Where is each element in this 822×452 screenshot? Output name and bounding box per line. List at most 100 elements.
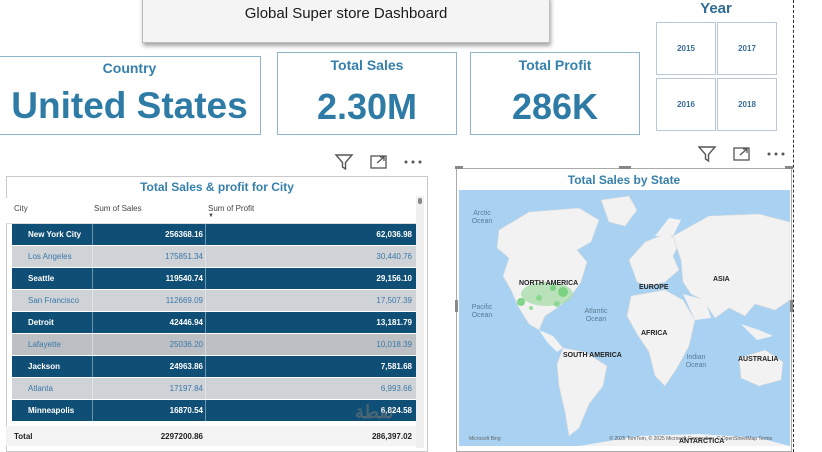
column-divider [205,378,206,399]
column-header-sum-of-profit[interactable]: Sum of Profit [208,204,255,213]
city-cell: Jackson [28,362,61,371]
sales-cell: 119540.74 [165,274,203,283]
sales-cell: 17197.84 [169,384,203,393]
city-table-title: Total Sales & profit for City [140,180,294,194]
label-arctic-ocean: Arctic Ocean [471,210,493,225]
city-cell: Seattle [28,274,55,283]
column-divider [92,334,93,355]
page-boundary-line [793,0,794,452]
sort-desc-icon: ▼ [208,213,214,219]
year-slicer-title: Year [700,0,732,17]
total-sales-cell: 2297200.86 [160,432,203,441]
label-europe: EUROPE [639,284,669,291]
table-row[interactable]: New York City 256368.16 62,036.98 [12,224,416,245]
label-australia: AUSTRALIA [738,356,779,363]
column-header-sum-of-sales[interactable]: Sum of Sales [94,204,142,213]
sales-cell: 256368.16 [165,230,203,239]
filter-icon[interactable] [334,153,354,171]
year-tile-2018[interactable]: 2018 [717,78,777,131]
city-cell: Atlanta [28,384,53,393]
world-map-shapes [496,195,790,446]
table-scroll-thumb[interactable] [418,198,422,204]
total-sales-label: Total Sales [330,57,404,73]
label-south-america: SOUTH AMERICA [563,352,622,359]
column-divider [205,356,206,377]
more-options-icon[interactable] [766,145,786,163]
label-atlantic-ocean: Atlantic Ocean [584,308,608,323]
table-row[interactable]: Seattle 119540.74 29,156.10 [12,268,416,289]
profit-cell: 30,440.76 [376,252,412,261]
column-divider [92,356,93,377]
column-divider [92,312,93,333]
world-map[interactable]: NORTH AMERICA EUROPE ASIA AFRICA SOUTH A… [459,190,790,446]
total-sales-value: 2.30M [316,86,418,127]
city-cell: San Francisco [28,296,80,305]
city-table-header: City Sum of Sales Sum of Profit ▼ [6,198,416,224]
total-profit-card[interactable]: Total Profit 286K [470,52,640,135]
profit-cell: 7,581.68 [380,362,412,371]
column-divider [205,290,206,311]
column-divider [205,268,206,289]
label-africa: AFRICA [641,330,668,337]
table-total-row: Total 2297200.86 286,397.02 [6,426,416,446]
label-pacific-ocean: Pacific Ocean [471,304,493,319]
sales-cell: 42446.94 [169,318,203,327]
total-label: Total [14,432,33,441]
column-header-city[interactable]: City [14,204,28,213]
focus-mode-icon[interactable] [369,153,389,171]
table-row[interactable]: Minneapolis 16870.54 6,824.58 [12,400,416,421]
profit-cell: 6,824.58 [380,406,412,415]
city-cell: Lafayette [28,340,61,349]
year-tile-2017[interactable]: 2017 [717,22,777,75]
table-row[interactable]: Jackson 24963.86 7,581.68 [12,356,416,377]
table-row[interactable]: Los Angeles 175851.34 30,440.76 [12,246,416,267]
resize-handle[interactable] [619,166,631,169]
sales-cell: 112669.09 [165,296,203,305]
column-divider [92,290,93,311]
column-divider [205,334,206,355]
column-divider [205,400,206,421]
profit-cell: 29,156.10 [376,274,412,283]
filter-icon[interactable] [697,145,717,163]
column-divider [92,378,93,399]
focus-mode-icon[interactable] [732,145,752,163]
column-divider [92,246,93,267]
year-tile-2015[interactable]: 2015 [656,22,716,75]
profit-cell: 6,993.66 [380,384,412,393]
label-antarctica: ANTARCTICA [679,438,725,445]
city-cell: Detroit [28,318,54,327]
label-north-america: NORTH AMERICA [519,280,579,287]
total-profit-cell: 286,397.02 [371,432,412,441]
total-sales-card[interactable]: Total Sales 2.30M [277,52,457,135]
map-title: Total Sales by State [567,173,681,187]
profit-cell: 10,018.39 [376,340,412,349]
profit-cell: 62,036.98 [376,230,412,239]
resize-handle[interactable] [785,166,793,169]
total-profit-value: 286K [511,86,599,127]
resize-handle[interactable] [790,300,793,312]
column-divider [92,268,93,289]
bing-logo: Microsoft Bing [469,436,501,442]
resize-handle[interactable] [455,300,458,312]
city-cell: Minneapolis [28,406,75,415]
map-attribution[interactable]: © 2025 TomTom, © 2025 Microsoft Corporat… [609,436,772,442]
label-indian-ocean: Indian Ocean [685,354,707,369]
profit-cell: 17,507.39 [376,296,412,305]
profit-cell: 13,181.79 [376,318,412,327]
table-scrollbar[interactable] [416,196,424,448]
table-row[interactable]: Detroit 42446.94 13,181.79 [12,312,416,333]
table-row[interactable]: San Francisco 112669.09 17,507.39 [12,290,416,311]
sales-cell: 175851.34 [165,252,203,261]
column-divider [205,246,206,267]
table-row[interactable]: Atlanta 17197.84 6,993.66 [12,378,416,399]
more-options-icon[interactable] [403,153,423,171]
year-tile-2016[interactable]: 2016 [656,78,716,131]
table-row[interactable]: Lafayette 25036.20 10,018.39 [12,334,416,355]
column-divider [92,224,93,245]
country-card[interactable]: Country United States [0,56,261,135]
resize-handle[interactable] [455,166,463,169]
dashboard-title-box: Global Super store Dashboard [142,0,550,43]
column-divider [92,400,93,421]
column-divider [205,312,206,333]
